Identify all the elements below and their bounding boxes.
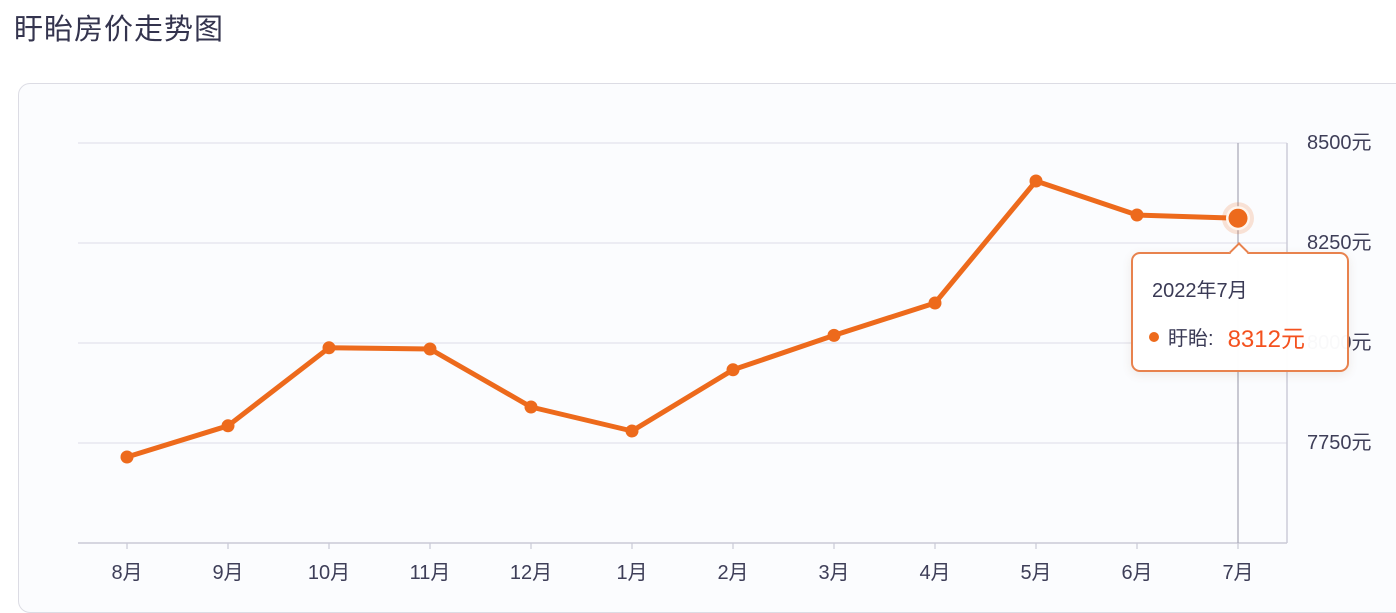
tooltip-value: 8312元	[1227, 326, 1305, 353]
data-point[interactable]	[726, 363, 740, 377]
y-tick-label: 8500元	[1307, 132, 1372, 154]
series-marker-icon	[1149, 331, 1159, 342]
data-point[interactable]	[322, 341, 336, 355]
price-line	[124, 178, 1241, 460]
data-point[interactable]	[120, 450, 134, 464]
page-title: 盱眙房价走势图	[14, 14, 225, 46]
y-tick-label: 7750元	[1307, 432, 1372, 454]
x-tick-label: 11月	[410, 562, 451, 584]
data-point-highlighted[interactable]	[1228, 208, 1248, 228]
y-tick-label: 8250元	[1307, 232, 1372, 254]
x-tick-label: 6月	[1121, 562, 1152, 584]
data-point[interactable]	[1029, 174, 1043, 188]
data-point[interactable]	[524, 400, 538, 414]
data-point[interactable]	[827, 328, 841, 342]
x-tick-label: 2月	[717, 562, 748, 584]
x-tick-label: 9月	[212, 562, 243, 584]
data-point[interactable]	[423, 342, 437, 356]
data-point[interactable]	[1130, 208, 1144, 222]
x-tick-label: 5月	[1020, 562, 1051, 584]
x-tick-label: 1月	[616, 562, 647, 584]
tooltip-date: 2022年7月	[1152, 280, 1248, 302]
data-point[interactable]	[928, 296, 942, 310]
x-tick-label: 3月	[818, 562, 849, 584]
x-tick-label: 7月	[1222, 562, 1253, 584]
x-tick-label: 10月	[308, 562, 350, 584]
x-tick-label: 8月	[111, 562, 142, 584]
x-tick-label: 4月	[919, 562, 950, 584]
tooltip-series-row: 盱眙: 8312元	[1149, 319, 1347, 354]
data-point[interactable]	[625, 424, 639, 438]
data-point[interactable]	[221, 419, 235, 433]
tooltip-series-name: 盱眙:	[1168, 328, 1214, 350]
x-tick-label: 12月	[510, 562, 552, 584]
chart-tooltip: 2022年7月 盱眙: 8312元	[1131, 242, 1349, 372]
